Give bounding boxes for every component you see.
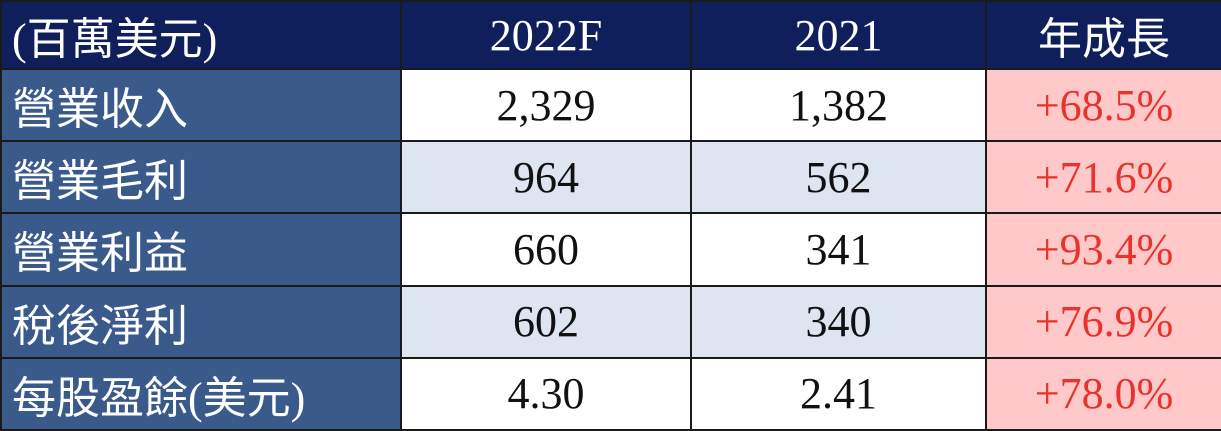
value-cell: 2,329: [400, 67, 692, 143]
table-row: 稅後淨利 602 340 +76.9%: [0, 284, 1221, 359]
value-cell: 2.41: [690, 356, 987, 431]
growth-cell: +93.4%: [985, 212, 1221, 287]
row-label: 稅後淨利: [0, 284, 402, 359]
table-row: 營業利益 660 341 +93.4%: [0, 212, 1221, 287]
row-label: 營業毛利: [0, 140, 402, 215]
growth-cell: +71.6%: [985, 140, 1221, 215]
table-row: 營業毛利 964 562 +71.6%: [0, 140, 1221, 215]
growth-cell: +76.9%: [985, 284, 1221, 359]
table-body: 營業收入 2,329 1,382 +68.5% 營業毛利 964 562 +71.6% 營業利益…: [0, 67, 1221, 431]
header-cell: 年成長: [985, 0, 1221, 70]
value-cell: 4.30: [400, 356, 692, 431]
row-label: 營業收入: [0, 67, 402, 143]
value-cell: 562: [690, 140, 987, 215]
row-label: 每股盈餘(美元): [0, 356, 402, 431]
table-row: 每股盈餘(美元) 4.30 2.41 +78.0%: [0, 356, 1221, 431]
value-cell: 602: [400, 284, 692, 359]
header-row: (百萬美元) 2022F 2021 年成長: [0, 0, 1221, 70]
header-cell: 2022F: [400, 0, 692, 70]
value-cell: 660: [400, 212, 692, 287]
value-cell: 340: [690, 284, 987, 359]
table-row: 營業收入 2,329 1,382 +68.5%: [0, 67, 1221, 143]
value-cell: 964: [400, 140, 692, 215]
value-cell: 1,382: [690, 67, 987, 143]
value-cell: 341: [690, 212, 987, 287]
header-cell: 2021: [690, 0, 987, 70]
growth-cell: +68.5%: [985, 67, 1221, 143]
row-label: 營業利益: [0, 212, 402, 287]
header-cell: (百萬美元): [0, 0, 402, 70]
growth-cell: +78.0%: [985, 356, 1221, 431]
